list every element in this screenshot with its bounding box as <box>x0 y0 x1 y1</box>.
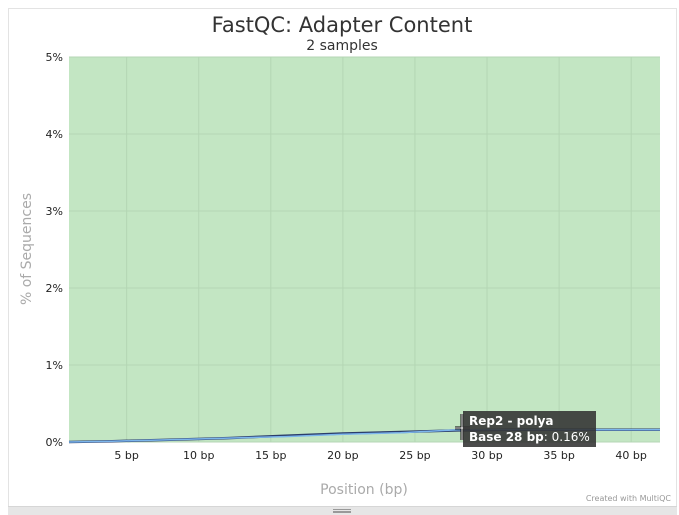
resize-handle[interactable] <box>8 506 677 515</box>
y-axis-ticks: 0% 1% 2% 3% 4% 5% <box>46 51 63 449</box>
x-tick-label: 35 bp <box>543 449 574 462</box>
chart-title: FastQC: Adapter Content <box>212 13 473 37</box>
x-tick-label: 10 bp <box>183 449 214 462</box>
tooltip-series-name: Rep2 - polya <box>469 414 554 428</box>
y-tick-label: 1% <box>46 359 63 372</box>
plot-background <box>69 57 660 442</box>
data-tooltip: Rep2 - polya Base 28 bp: 0.16% <box>463 411 596 447</box>
y-axis-title: % of Sequences <box>19 193 35 305</box>
tooltip-value: : 0.16% <box>543 430 590 444</box>
y-tick-label: 0% <box>46 436 63 449</box>
plot-band-green <box>69 57 660 442</box>
x-axis-title: Position (bp) <box>320 482 408 498</box>
x-tick-label: 20 bp <box>327 449 358 462</box>
crosshair-cursor-icon <box>455 414 470 440</box>
y-tick-label: 3% <box>46 205 63 218</box>
y-tick-label: 2% <box>46 282 63 295</box>
resize-grip-icon <box>333 509 351 513</box>
y-tick-label: 5% <box>46 51 63 64</box>
credit-text[interactable]: Created with MultiQC <box>586 494 672 503</box>
tooltip-position: Base 28 bp <box>469 430 544 444</box>
chart-subtitle: 2 samples <box>306 38 378 54</box>
x-tick-label: 15 bp <box>255 449 286 462</box>
x-axis-ticks: 5 bp 10 bp 15 bp 20 bp 25 bp 30 bp 35 bp 40 bp <box>114 449 646 462</box>
x-tick-label: 5 bp <box>114 449 138 462</box>
y-tick-label: 4% <box>46 128 63 141</box>
x-tick-label: 40 bp <box>615 449 646 462</box>
x-tick-label: 30 bp <box>471 449 502 462</box>
x-tick-label: 25 bp <box>399 449 430 462</box>
